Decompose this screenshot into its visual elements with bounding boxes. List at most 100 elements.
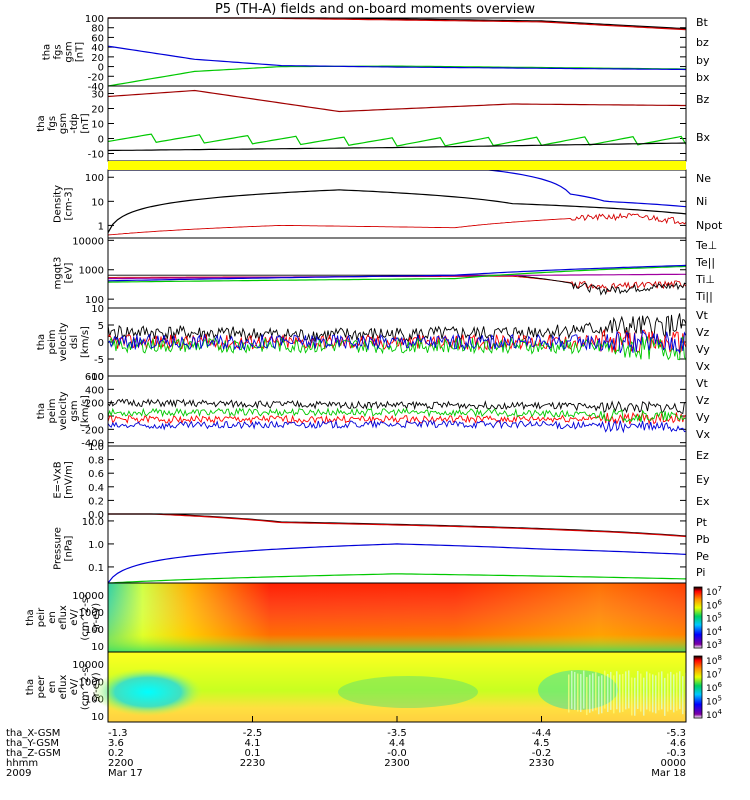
x-gsm-value: -4.4: [532, 728, 552, 739]
electron-spectrogram-streak: [583, 670, 585, 709]
y-axis-label: [cm-3]: [64, 187, 75, 220]
electron-spectrogram-streak: [625, 671, 627, 710]
series-vx-line: [107, 419, 687, 434]
y-tick-label: 0.0: [88, 510, 104, 521]
legend-entry: Ti||: [695, 290, 713, 303]
electron-spectrogram-streak: [622, 673, 624, 712]
y-axis-label: tha: [36, 334, 47, 350]
y-axis-label: tha: [25, 609, 36, 625]
legend-entry: bz: [696, 36, 709, 49]
y-axis-label: peir: [36, 607, 47, 627]
colorbar-tick-exponent: 7: [717, 585, 721, 593]
series-ti--line: [107, 265, 687, 283]
legend-entry: Pt: [696, 516, 708, 529]
date-value: Mar 17: [108, 768, 143, 779]
y-gsm-value: 4.6: [670, 738, 686, 749]
electron-spectrogram-streak: [670, 671, 672, 710]
legend-entry: Bz: [696, 93, 710, 106]
y-tick-label: 0: [98, 63, 104, 74]
legend-entry: Te||: [695, 256, 715, 269]
legend-entry: Bx: [696, 131, 711, 144]
electron-spectrogram-streak: [679, 671, 681, 710]
y-tick-label: 100: [85, 625, 104, 636]
electron-spectrogram-blob: [338, 676, 478, 708]
legend-entry: Vz: [696, 394, 710, 407]
electron-spectrogram-streak: [637, 670, 639, 709]
colorbar-tick-exponent: 7: [717, 668, 721, 676]
electron-spectrogram-streak: [577, 673, 579, 712]
colorbar-tick-exponent: 6: [717, 681, 722, 689]
legend-entry: Ez: [696, 449, 709, 462]
electron-spectrogram-streak: [592, 673, 594, 712]
panel-9: tha peir en eflux eV/(cm^2-s-sr-eV)10000 1000…: [25, 582, 722, 653]
z-gsm-value: -0.2: [532, 748, 552, 759]
y-tick-label: 1000: [79, 677, 104, 688]
panel-frame: [107, 169, 687, 239]
y-tick-label: 0.1: [88, 563, 104, 574]
y-tick-label: 30: [91, 90, 104, 101]
electron-spectrogram-streak: [640, 673, 642, 712]
electron-spectrogram-streak: [664, 677, 666, 716]
legend-entry: Vy: [696, 411, 710, 424]
electron-spectrogram-blob: [93, 668, 203, 716]
x-axis-row-label: 2009: [6, 768, 31, 779]
y-axis-label: [mV/m]: [64, 461, 75, 499]
y-axis-label: E=-VxB: [53, 461, 64, 498]
y-axis-label: [nPa]: [64, 535, 75, 561]
y-tick-label: -40: [88, 82, 104, 93]
series-vy-line: [107, 407, 687, 423]
series-unlabeled-line: [107, 142, 687, 152]
y-gsm-value: 3.6: [108, 738, 124, 749]
y-tick-label: -400: [81, 439, 104, 450]
electron-spectrogram-streak: [616, 671, 618, 710]
electron-spectrogram-streak: [655, 675, 657, 714]
y-axis-label: dsl: [69, 335, 80, 349]
y-axis-label: velocity: [58, 322, 69, 361]
y-axis-label: eflux: [58, 605, 69, 630]
x-axis-row-label: tha_X-GSM: [6, 728, 60, 739]
x-axis-row-label: hhmm: [6, 758, 38, 769]
y-axis-label: [km/s]: [80, 326, 91, 358]
electron-spectrogram-streak: [598, 676, 600, 715]
y-gsm-value: 4.5: [534, 738, 550, 749]
y-tick-label: 10000: [72, 591, 104, 602]
electron-spectrogram-streak: [595, 672, 597, 711]
date-value: Mar 18: [651, 768, 686, 779]
colorbar-tick-label: 104: [706, 708, 722, 721]
legend-entry: Ne: [696, 172, 711, 185]
legend-entry: Ex: [696, 495, 710, 508]
electron-spectrogram-streak: [610, 671, 612, 710]
y-axis-label: peim: [47, 398, 58, 423]
z-gsm-value: 0.1: [245, 748, 261, 759]
legend-entry: Bt: [696, 16, 709, 29]
time-value: 2330: [529, 758, 554, 769]
x-axis-row-label: tha_Z-GSM: [6, 748, 61, 759]
panel-6: tha peim velocity gsm [km/s] 600 400 200 0 -200 -4…: [36, 372, 711, 450]
time-value: 2230: [240, 758, 265, 769]
electron-spectrogram-streak: [649, 673, 651, 712]
y-axis-label: mgqt3: [53, 257, 64, 290]
legend-entry: Vy: [696, 343, 710, 356]
x-gsm-value: -1.3: [108, 728, 128, 739]
series-pe-line: [107, 573, 687, 584]
y-axis-label: tha: [42, 44, 53, 60]
electron-spectrogram-streak: [628, 670, 630, 709]
electron-spectrogram-streak: [652, 674, 654, 713]
y-axis-label: tha: [25, 679, 36, 695]
y-tick-label: 0: [98, 338, 104, 349]
series-vz-line: [107, 411, 687, 425]
y-tick-label: 10000: [72, 236, 104, 247]
legend-entry: Ni: [696, 195, 707, 208]
y-tick-label: 0.6: [88, 469, 104, 480]
electron-spectrogram-streak: [631, 677, 633, 716]
colorbar-tick-exponent: 8: [717, 654, 721, 662]
colorbar: [693, 655, 703, 719]
time-value: 2200: [108, 758, 133, 769]
series-pi-line: [107, 543, 687, 584]
electron-spectrogram-streak: [676, 672, 678, 711]
colorbar-tick-label: 105: [706, 612, 722, 625]
series-ni-line: [107, 189, 687, 233]
colorbar-tick-label: 108: [706, 654, 722, 667]
series-bz-line: [107, 89, 686, 113]
